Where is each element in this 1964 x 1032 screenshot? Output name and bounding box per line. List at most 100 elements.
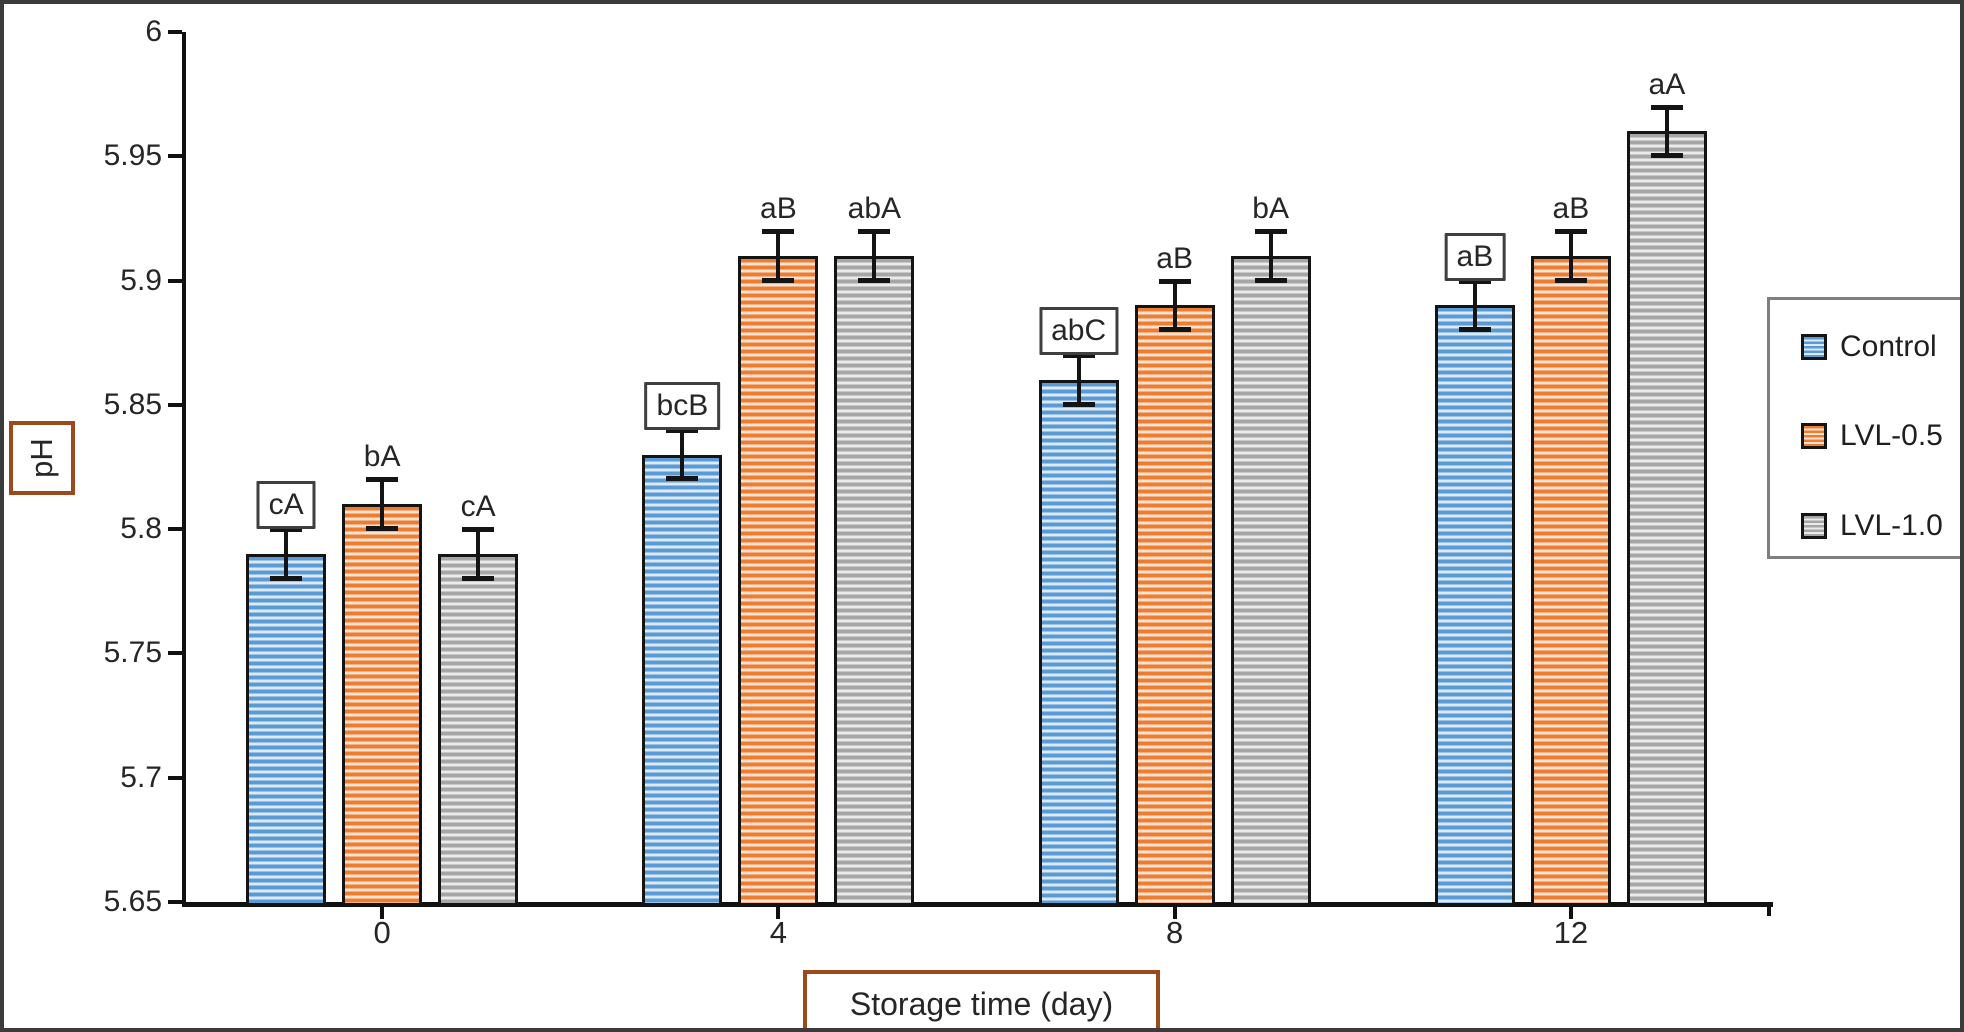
error-bar-line [776,230,781,281]
error-bar-cap-top [1650,104,1683,110]
bar-control-day4 [642,454,723,906]
significance-label: abA [847,191,902,225]
y-axis-line [182,32,186,907]
significance-label: aB [1552,191,1590,225]
error-bar-cap-top [1158,278,1191,284]
error-bar-cap-top [1458,278,1491,284]
y-tick-label: 5.85 [103,387,162,421]
legend: Control LVL-0.5 LVL-1.0 [1767,297,1960,559]
error-bar-line [872,230,877,281]
significance-label: bcB [644,381,721,430]
error-bar-line [1172,280,1177,331]
y-tick-label: 5.75 [103,636,162,670]
x-tick-label: 4 [769,915,787,950]
error-bar-cap-bottom [462,575,495,581]
error-bar-cap-top [1554,228,1587,234]
legend-entry-control: Control [1801,327,1937,367]
y-tick [168,527,182,532]
error-bar-cap-top [1062,353,1095,359]
significance-label: bA [363,440,401,474]
bar-lvl-0-5-day8 [1134,305,1215,906]
legend-label: LVL-1.0 [1840,509,1943,542]
significance-label: aB [760,191,797,225]
y-tick [168,651,182,656]
error-bar-cap-top [858,228,891,234]
x-tick [1172,907,1177,919]
significance-label: aA [1648,67,1686,101]
bar-lvl-0-5-day0 [342,504,423,906]
legend-swatch-lvl-1-0 [1801,513,1827,539]
error-bar-line [476,529,481,579]
error-bar-cap-top [666,427,699,433]
error-bar-cap-bottom [1158,327,1191,333]
error-bar-cap-bottom [858,277,891,283]
legend-label: LVL-0.5 [1840,419,1943,452]
x-tick-label: 0 [373,915,391,950]
legend-swatch-control [1801,334,1827,360]
error-bar-line [1568,230,1573,281]
error-bar-cap-bottom [1650,153,1683,159]
x-tick [380,907,385,919]
error-bar-line [380,479,385,530]
legend-label: Control [1840,330,1937,363]
error-bar-cap-top [1254,228,1287,234]
bar-control-day12 [1434,305,1515,906]
bar-lvl-1-0-day0 [438,554,519,906]
error-bar-cap-top [270,527,303,533]
y-tick-label: 6 [145,15,162,48]
bar-lvl-1-0-day12 [1626,131,1707,906]
bar-control-day8 [1038,380,1119,906]
significance-label: abC [1039,307,1119,356]
y-tick [168,278,182,283]
bar-lvl-0-5-day12 [1530,255,1611,906]
bar-lvl-1-0-day4 [834,255,915,906]
significance-label: aB [1444,232,1506,281]
y-axis-title: pH [23,438,59,478]
x-axis-title: Storage time (day) [849,986,1114,1022]
y-tick [168,154,182,159]
bar-control-day0 [246,554,327,906]
significance-label: cA [460,490,496,524]
y-tick-label: 5.8 [120,512,162,546]
y-tick-label: 5.95 [103,139,162,173]
y-tick-label: 5.9 [120,263,162,297]
error-bar-cap-bottom [1554,277,1587,283]
error-bar-cap-top [762,228,795,234]
x-tick [776,907,781,919]
x-axis-line [182,902,1773,907]
y-tick-label: 5.7 [120,760,162,794]
y-tick [168,402,182,407]
error-bar-line [1472,280,1477,331]
legend-entry-lvl-1-0: LVL-1.0 [1801,506,1943,546]
error-bar-line [1268,230,1273,281]
error-bar-cap-bottom [762,277,795,283]
y-axis-title-box: pH [9,421,75,495]
x-tick-label: 8 [1166,915,1184,950]
legend-entry-lvl-0-5: LVL-0.5 [1801,416,1943,456]
error-bar-line [284,529,289,579]
y-tick [168,900,182,904]
error-bar-cap-bottom [1062,401,1095,407]
y-tick-label: 5.65 [103,885,162,918]
error-bar-line [680,429,685,480]
y-tick [168,30,182,34]
legend-swatch-lvl-0-5 [1801,423,1827,449]
error-bar-cap-top [462,527,495,533]
error-bar-cap-bottom [270,575,303,581]
x-axis-title-box: Storage time (day) [803,970,1160,1028]
error-bar-line [1664,106,1669,157]
significance-label: cA [256,481,316,530]
bar-lvl-0-5-day4 [738,255,819,906]
error-bar-cap-bottom [1458,327,1491,333]
error-bar-cap-bottom [366,526,399,532]
error-bar-cap-bottom [1254,277,1287,283]
error-bar-line [1076,355,1081,405]
significance-label: aB [1156,241,1193,275]
y-tick [168,775,182,780]
significance-label: bA [1252,191,1289,225]
x-tick-label: 12 [1553,915,1589,950]
x-axis-end-tick [1767,902,1771,916]
x-tick [1568,907,1573,919]
error-bar-cap-bottom [666,476,699,482]
